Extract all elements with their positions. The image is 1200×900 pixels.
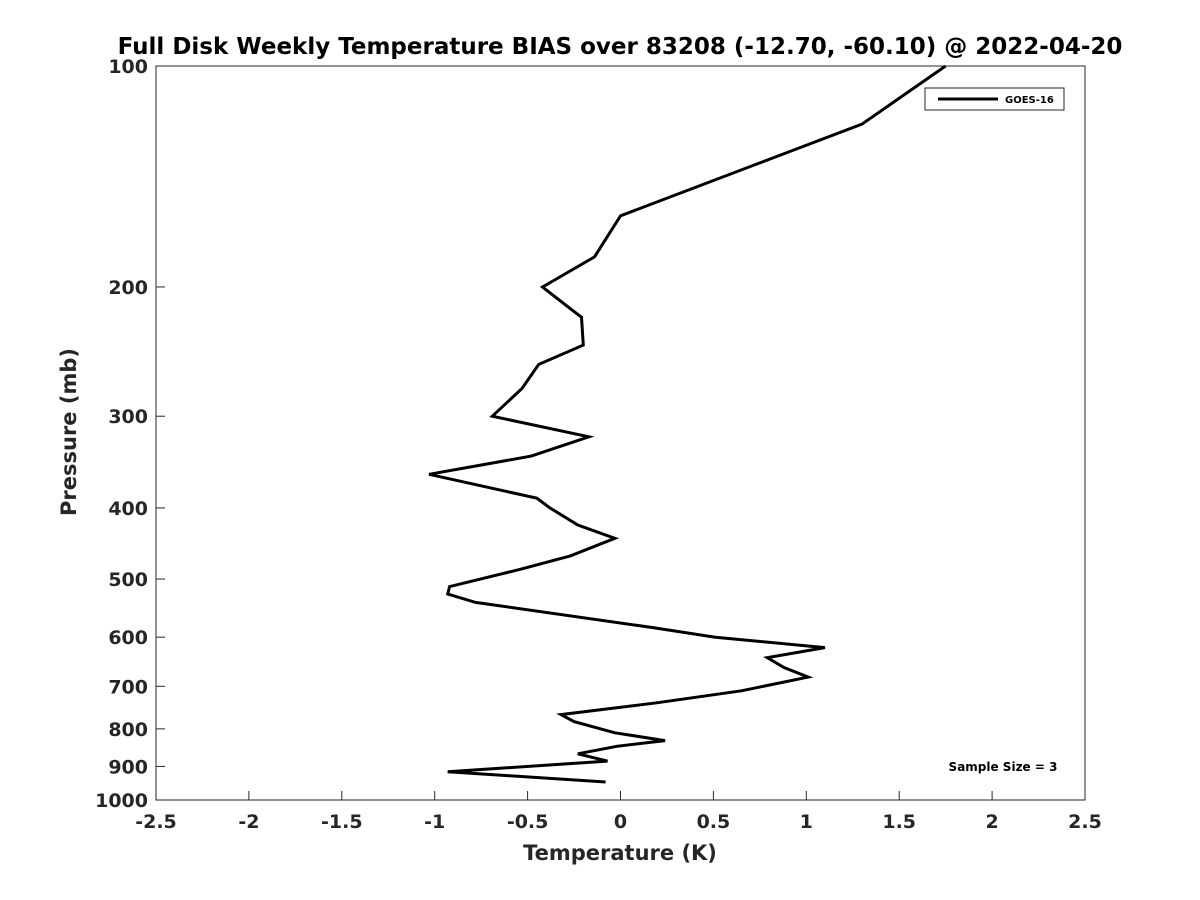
x-tick-label: 0.5 bbox=[697, 811, 731, 833]
y-tick-label: 200 bbox=[108, 277, 148, 299]
x-tick-label: -1 bbox=[424, 811, 445, 833]
axis-ticks: -2.5 -2 -1.5 -1 -0.5 0 0.5 1 1.5 2 2.5 100 200 300 400… bbox=[95, 56, 1102, 833]
x-tick-label: -1.5 bbox=[321, 811, 363, 833]
x-axis-label: Temperature (K) bbox=[523, 841, 717, 865]
y-tick-label: 700 bbox=[108, 676, 148, 698]
legend-label-goes-16: GOES-16 bbox=[1005, 95, 1054, 106]
x-tick-label: 2 bbox=[985, 811, 998, 833]
y-tick-label: 500 bbox=[108, 569, 148, 591]
chart-title: Full Disk Weekly Temperature BIAS over 8… bbox=[118, 34, 1123, 60]
series-line-goes-16 bbox=[428, 64, 947, 784]
x-tick-label: -0.5 bbox=[507, 811, 549, 833]
y-tick-label: 800 bbox=[108, 719, 148, 741]
x-tick-label: 2.5 bbox=[1068, 811, 1102, 833]
plot-area bbox=[155, 65, 1086, 801]
legend: GOES-16 bbox=[924, 87, 1065, 111]
data-lines bbox=[428, 64, 947, 784]
x-tick-label: -2 bbox=[238, 811, 259, 833]
y-tick-label: 100 bbox=[108, 56, 148, 78]
x-tick-label: 1.5 bbox=[882, 811, 916, 833]
y-axis-label: Pressure (mb) bbox=[57, 348, 81, 516]
x-tick-label: 1 bbox=[800, 811, 813, 833]
y-tick-label: 900 bbox=[108, 756, 148, 778]
sample-size-annotation: Sample Size = 3 bbox=[949, 760, 1058, 774]
y-tick-label: 400 bbox=[108, 498, 148, 520]
x-tick-label: -2.5 bbox=[135, 811, 177, 833]
x-tick-label: 0 bbox=[614, 811, 627, 833]
y-tick-label: 600 bbox=[108, 627, 148, 649]
y-tick-label: 300 bbox=[108, 406, 148, 428]
y-tick-label: 1000 bbox=[95, 790, 148, 812]
